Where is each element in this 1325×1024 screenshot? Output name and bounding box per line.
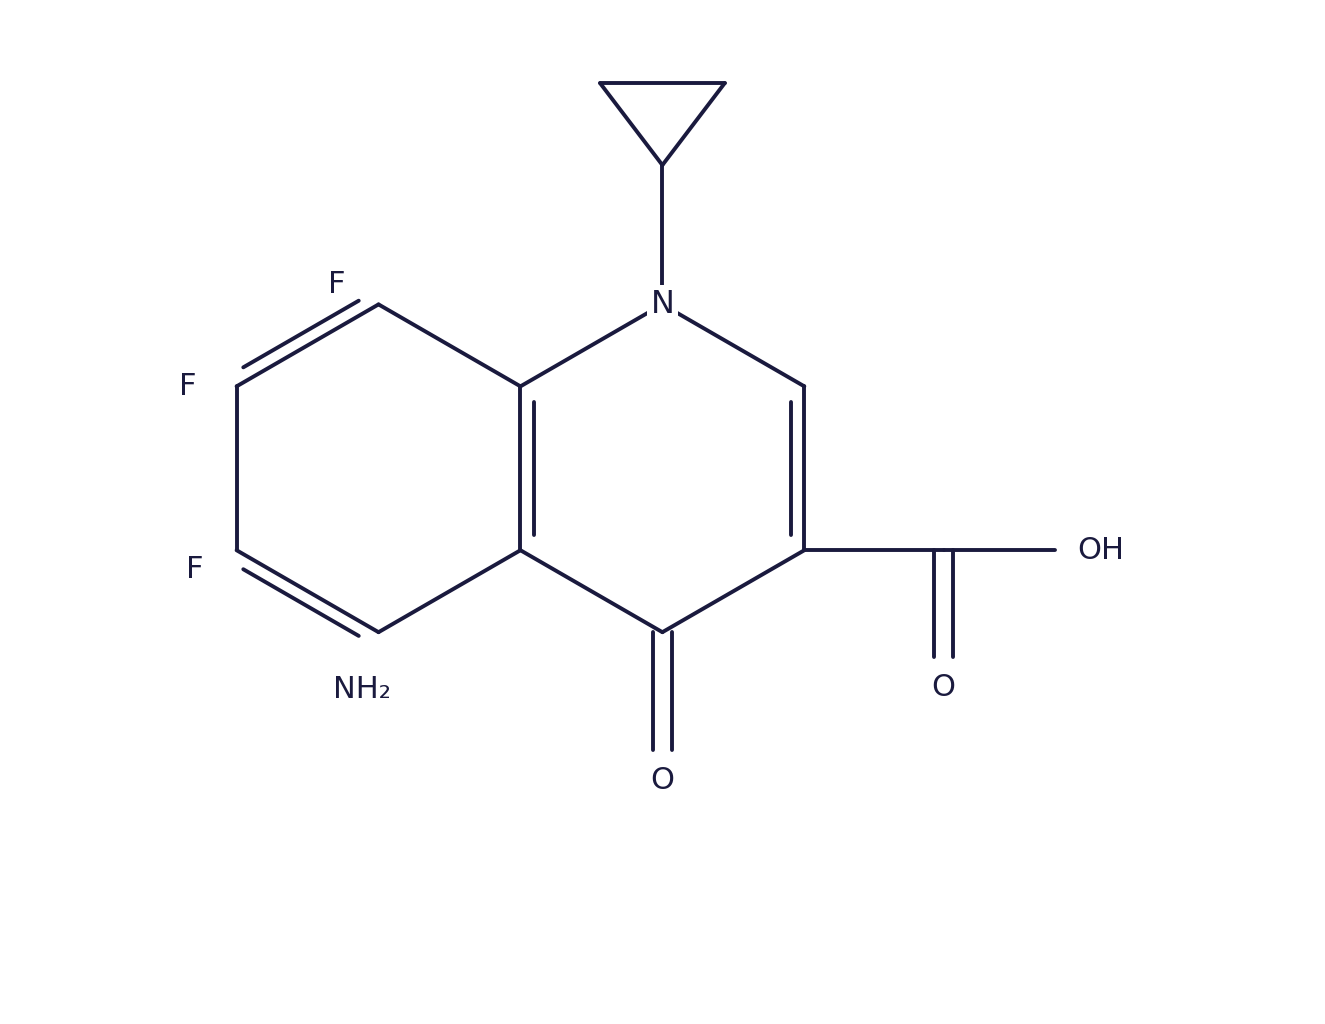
Text: F: F (329, 270, 346, 299)
Text: O: O (931, 673, 955, 701)
Text: F: F (179, 372, 196, 400)
Text: F: F (187, 555, 204, 585)
Text: O: O (651, 766, 674, 796)
Text: NH₂: NH₂ (333, 675, 391, 703)
Text: OH: OH (1077, 536, 1124, 565)
Text: N: N (651, 289, 674, 319)
